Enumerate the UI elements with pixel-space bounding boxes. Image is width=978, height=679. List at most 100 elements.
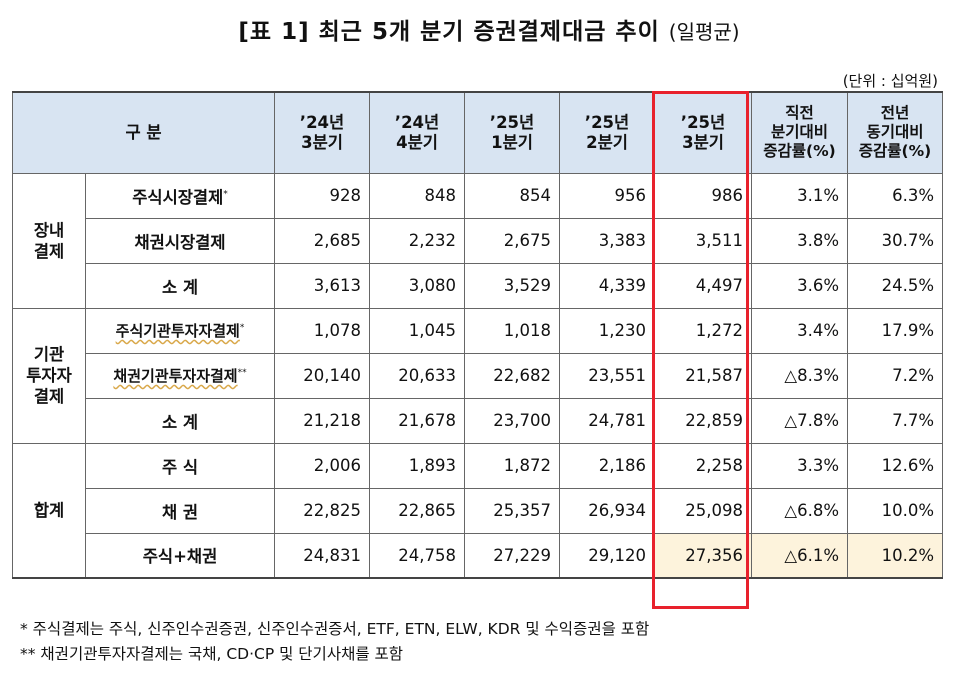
- cell: 3,080: [369, 262, 466, 309]
- unit-label: (단위 : 십억원): [842, 72, 938, 90]
- cell: 1,018: [464, 307, 561, 354]
- cell: 2,685: [274, 217, 371, 264]
- cell-qoq: 3.1%: [751, 172, 849, 219]
- cell: 25,357: [464, 487, 561, 534]
- header-q1: ’24년 3분기: [274, 91, 371, 174]
- cell: 23,551: [559, 352, 656, 399]
- header-row: 구 분 ’24년 3분기 ’24년 4분기 ’25년 1분기 ’25년 2분기 ’25년…: [11, 91, 944, 174]
- cell: 4,339: [559, 262, 656, 309]
- title-subtitle: (일평균): [668, 20, 740, 44]
- cell-qoq: 3.4%: [751, 307, 849, 354]
- header-division: 구 분: [11, 91, 276, 174]
- cell: 1,272: [654, 307, 753, 354]
- cell: 26,934: [559, 487, 656, 534]
- cell-qoq: △7.8%: [751, 397, 849, 444]
- cell-yoy: 10.0%: [847, 487, 944, 534]
- row-label: 채 권: [84, 487, 276, 534]
- cell: 3,529: [464, 262, 561, 309]
- cell: 22,825: [274, 487, 371, 534]
- title-main: [표 1] 최근 5개 분기 증권결제대금 추이: [238, 19, 660, 45]
- cell: 24,831: [274, 532, 371, 579]
- cell: 24,758: [369, 532, 466, 579]
- row-label: 소 계: [84, 397, 276, 444]
- cell: 1,078: [274, 307, 371, 354]
- table-row: 소 계 3,613 3,080 3,529 4,339 4,497 3.6% 2…: [13, 262, 944, 309]
- row-label: 주식기관투자자결제*: [84, 307, 276, 354]
- settlement-table: 구 분 ’24년 3분기 ’24년 4분기 ’25년 1분기 ’25년 2분기 ’25년…: [11, 91, 944, 579]
- cell: 21,587: [654, 352, 753, 399]
- cell-qoq: △6.8%: [751, 487, 849, 534]
- cell: 986: [654, 172, 753, 219]
- cell-yoy: 6.3%: [847, 172, 944, 219]
- header-q2: ’24년 4분기: [369, 91, 466, 174]
- cell-yoy: 7.7%: [847, 397, 944, 444]
- cell: 2,006: [274, 442, 371, 489]
- cell-qoq: 3.3%: [751, 442, 849, 489]
- cell: 27,229: [464, 532, 561, 579]
- cell-yoy: 30.7%: [847, 217, 944, 264]
- cell: 22,682: [464, 352, 561, 399]
- header-q5: ’25년 3분기: [654, 91, 753, 174]
- cell: 22,859: [654, 397, 753, 444]
- row-label: 채권시장결제: [84, 217, 276, 264]
- cell: 3,613: [274, 262, 371, 309]
- cell-qoq: △6.1%: [751, 532, 849, 579]
- cell: 2,232: [369, 217, 466, 264]
- table-row: 소 계 21,218 21,678 23,700 24,781 22,859 △…: [13, 397, 944, 444]
- page-title: [표 1] 최근 5개 분기 증권결제대금 추이 (일평균): [0, 12, 978, 46]
- header-qoq: 직전 분기대비 증감률(%): [751, 91, 849, 174]
- group-institutional: 기관 투자자 결제: [12, 307, 86, 444]
- footnotes: * 주식결제는 주식, 신주인수권증권, 신주인수권증서, ETF, ETN, …: [20, 617, 649, 667]
- cell: 24,781: [559, 397, 656, 444]
- cell: 1,872: [464, 442, 561, 489]
- cell: 25,098: [654, 487, 753, 534]
- cell: 23,700: [464, 397, 561, 444]
- cell: 3,511: [654, 217, 753, 264]
- cell: 928: [274, 172, 371, 219]
- cell: 2,675: [464, 217, 561, 264]
- cell-yoy: 7.2%: [847, 352, 944, 399]
- cell: 3,383: [559, 217, 656, 264]
- cell: 1,045: [369, 307, 466, 354]
- cell: 21,218: [274, 397, 371, 444]
- table-row: 채권시장결제 2,685 2,232 2,675 3,383 3,511 3.8…: [13, 217, 944, 264]
- cell-qoq: △8.3%: [751, 352, 849, 399]
- row-label: 주식시장결제*: [84, 172, 276, 219]
- table-row: 기관 투자자 결제 주식기관투자자결제* 1,078 1,045 1,018 1,2…: [12, 307, 944, 444]
- table-row: 장내 결제 주식시장결제* 928 848 854 956 986 3.1% 6.…: [12, 172, 944, 309]
- cell: 848: [369, 172, 466, 219]
- cell: 4,497: [654, 262, 753, 309]
- cell: 29,120: [559, 532, 656, 579]
- footnote: * 주식결제는 주식, 신주인수권증권, 신주인수권증서, ETF, ETN, …: [20, 620, 650, 638]
- cell-qoq: 3.8%: [751, 217, 849, 264]
- row-label: 채권기관투자자결제**: [84, 352, 276, 399]
- cell: 1,893: [369, 442, 466, 489]
- cell: 956: [559, 172, 656, 219]
- cell-yoy: 10.2%: [847, 532, 944, 579]
- table-row: 합계 주 식 2,006 1,893 1,872 2,186 2,258 3.3…: [12, 442, 944, 579]
- table-row-total: 주식+채권 24,831 24,758 27,229 29,120 27,356…: [13, 532, 944, 579]
- header-q3: ’25년 1분기: [464, 91, 561, 174]
- row-label: 소 계: [84, 262, 276, 309]
- cell: 22,865: [369, 487, 466, 534]
- group-total: 합계: [12, 442, 86, 579]
- group-onexchange: 장내 결제: [12, 172, 86, 309]
- header-yoy: 전년 동기대비 증감률(%): [847, 91, 944, 174]
- row-label: 주식+채권: [84, 532, 276, 579]
- cell: 2,186: [559, 442, 656, 489]
- cell-qoq: 3.6%: [751, 262, 849, 309]
- footnote: ** 채권기관투자자결제는 국채, CD·CP 및 단기사채를 포함: [20, 645, 404, 663]
- cell: 20,633: [369, 352, 466, 399]
- cell: 1,230: [559, 307, 656, 354]
- table-row: 채 권 22,825 22,865 25,357 26,934 25,098 △…: [13, 487, 944, 534]
- cell: 2,258: [654, 442, 753, 489]
- row-label: 주 식: [84, 442, 276, 489]
- cell: 20,140: [274, 352, 371, 399]
- cell: 21,678: [369, 397, 466, 444]
- table-row: 채권기관투자자결제** 20,140 20,633 22,682 23,551 …: [13, 352, 944, 399]
- header-q4: ’25년 2분기: [559, 91, 656, 174]
- cell-yoy: 24.5%: [847, 262, 944, 309]
- cell-yoy: 17.9%: [847, 307, 944, 354]
- cell-highlighted: 27,356: [654, 532, 753, 579]
- cell: 854: [464, 172, 561, 219]
